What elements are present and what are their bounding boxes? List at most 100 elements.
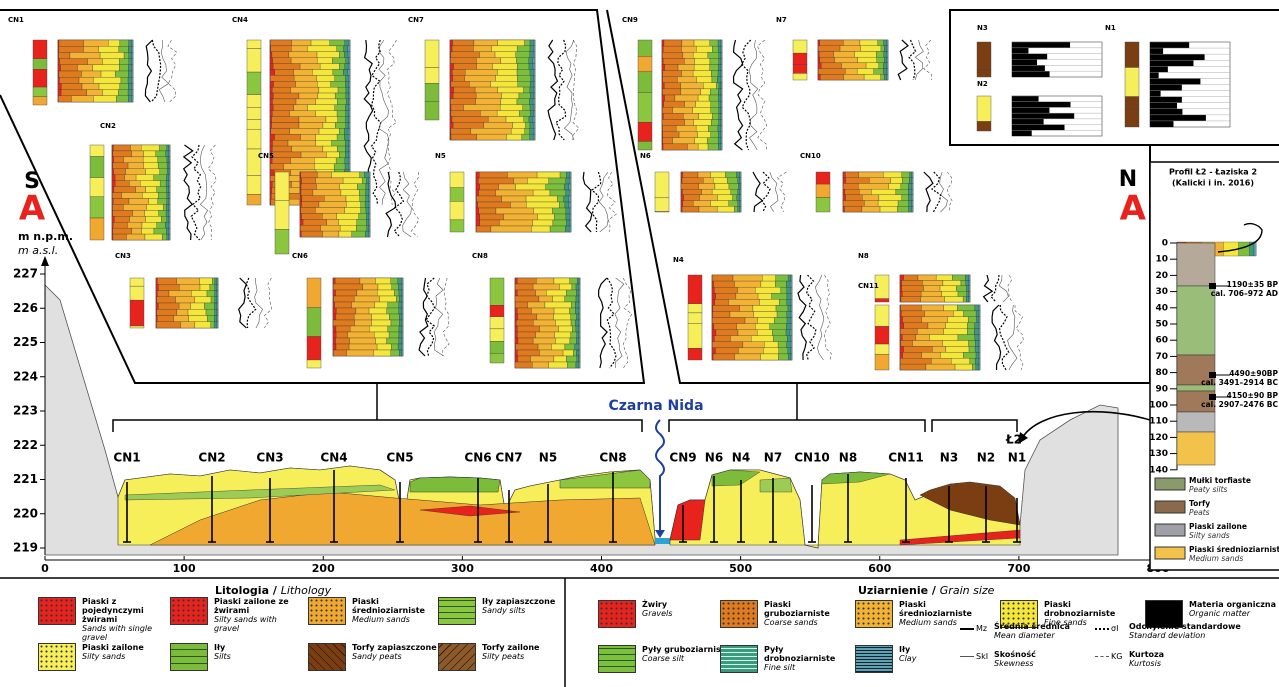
inset-label: N6 [640,152,651,160]
log-legend-swatch [1155,524,1185,536]
grain-segment [731,189,738,195]
parameter-curve [1000,305,1009,370]
grain-segment [862,195,879,201]
grain-segment [681,183,699,189]
river-label: Czarna Nida [608,398,703,414]
name-en: Medium sands [352,615,442,624]
parameter-curve [599,172,608,232]
grain-segment [711,119,718,125]
grain-segment [662,64,665,70]
grain-segment [902,172,910,178]
grain-segment [114,169,126,175]
grain-segment [843,195,846,201]
grain-segment [369,184,370,190]
grain-segment [188,309,206,315]
grain-segment [336,332,348,338]
grain-segment [887,40,888,46]
grain-segment [663,58,684,64]
grain-segment [319,87,338,93]
grain-segment [536,290,547,296]
grain-segment [311,40,330,46]
grain-segment [734,206,737,212]
grain-segment [711,107,719,113]
grain-segment [533,105,535,111]
grain-segment [492,46,518,52]
grain-segment [273,64,300,70]
grain-segment [662,119,685,125]
grain-segment [270,75,294,81]
grain-segment [576,338,578,344]
grain-segment [788,348,791,354]
grain-segment [316,184,339,190]
grain-segment [549,362,568,368]
parameter-curve [191,145,201,240]
grain-segment [270,164,284,170]
grain-segment [978,335,980,341]
grain-segment [662,144,663,150]
grain-segment [681,206,682,212]
inset-profile [1125,42,1230,127]
grain-segment [930,335,958,341]
organic-bar [1150,66,1168,72]
grain-segment [84,40,109,46]
grain-segment [501,58,517,64]
grain-segment [392,284,398,290]
grain-segment [157,316,174,322]
grain-segment [682,40,694,46]
parameter-curve [623,278,632,368]
grain-segment [346,99,348,105]
grain-segment [710,89,718,95]
inset-label: CN7 [408,16,424,24]
grain-segment [169,151,170,157]
grain-segment [708,126,718,132]
grain-segment [778,342,787,348]
grain-segment [132,40,133,46]
lithology-layer [638,122,652,141]
grain-segment [363,284,378,290]
grain-segment [576,320,579,326]
grain-segment [362,178,366,184]
grain-segment [402,296,403,302]
grain-segment [158,163,167,169]
grain-segment [401,278,403,284]
grain-segment [713,311,730,317]
grain-segment [721,89,722,95]
grain-segment [360,172,365,178]
grain-segment [900,317,903,323]
grain-segment [163,204,166,210]
grain-segment [916,335,930,341]
grain-segment [887,69,888,75]
grain-segment [463,105,500,111]
grain-segment [58,90,61,96]
grain-segment [955,364,972,370]
grain-segment [478,178,513,184]
grain-segment [270,170,274,176]
grain-segment [179,284,200,290]
grain-segment [555,320,571,326]
grain-segment [738,178,740,184]
grain-segment [476,196,501,202]
grain-segment [214,303,216,309]
grain-segment [112,181,115,187]
grain-segment [891,178,902,184]
grain-segment [900,335,902,341]
grain-segment [496,75,518,81]
grain-segment [145,169,159,175]
grain-segment [102,59,119,65]
grain-segment [345,158,348,164]
lithology-layer [688,275,702,304]
grain-segment [333,284,363,290]
grain-segment [500,105,523,111]
lithology-layer [1125,42,1139,67]
grain-segment [181,322,195,328]
name-en: Gravels [642,609,732,618]
name-en: Standard deviation [1129,631,1249,640]
grain-segment [902,280,923,285]
grain-segment [499,184,516,190]
lithology-item: Piaski z pojedynczymi żwiramiSands with … [38,597,168,633]
grain-segment [566,356,576,362]
organic-bar [1150,91,1161,97]
grain-segment [714,336,730,342]
